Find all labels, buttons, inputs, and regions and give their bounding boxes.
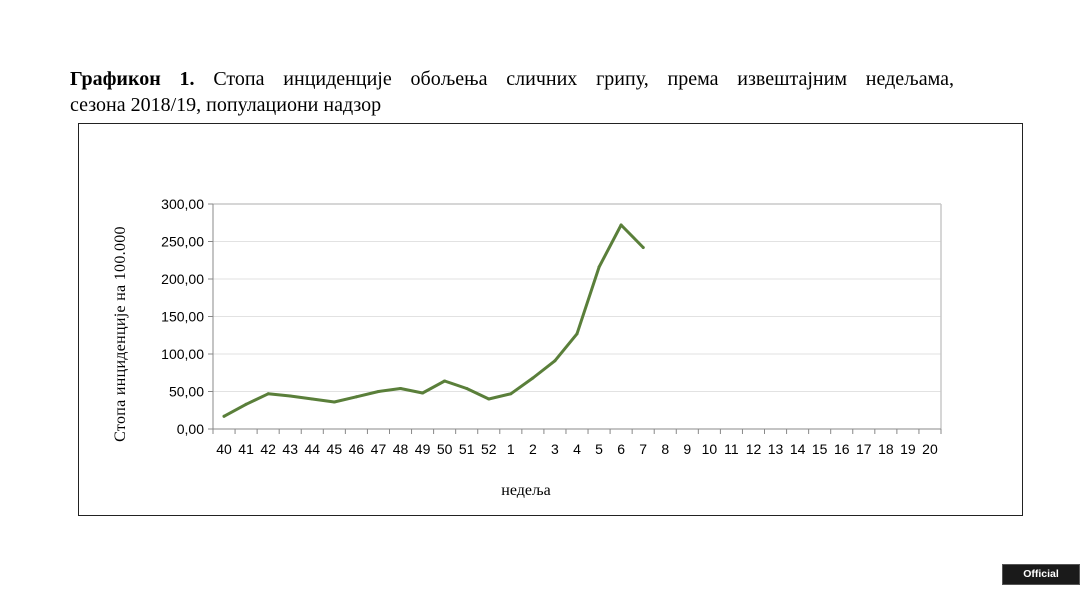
data-point [487,397,491,401]
data-point [553,359,557,363]
x-tick-label: 52 [481,441,497,457]
x-tick-label: 13 [768,441,784,457]
chart-frame [78,123,1023,516]
x-tick-label: 1 [507,441,515,457]
data-point [641,246,645,249]
y-tick-label: 150,00 [161,309,204,325]
data-point [244,402,248,406]
y-tick-label: 300,00 [161,196,204,212]
x-tick-label: 18 [878,441,894,457]
data-point [399,387,403,390]
x-tick-label: 2 [529,441,537,457]
y-tick-label: 0,00 [177,421,204,437]
x-tick-label: 46 [349,441,365,457]
x-tick-label: 3 [551,441,559,457]
series-line [222,223,645,418]
x-tick-label: 43 [282,441,298,457]
x-tick-label: 10 [702,441,718,457]
x-tick-label: 44 [304,441,320,457]
y-tick-label: 50,00 [169,384,204,400]
caption-line-1: Стопа инциденције обољења сличних грипу,… [213,68,954,90]
y-tick-label: 100,00 [161,346,204,362]
data-point [288,394,292,398]
official-website-badge[interactable]: Official website [1002,564,1080,599]
x-tick-label: 11 [724,441,739,457]
x-tick-label: 12 [746,441,762,457]
x-tick-label: 41 [238,441,254,457]
data-point [310,397,314,401]
x-tick-label: 14 [790,441,806,457]
x-tick-label: 47 [371,441,387,457]
x-tick-label: 50 [437,441,453,457]
data-point [354,395,358,399]
data-point [421,391,425,395]
x-tick-label: 49 [415,441,431,457]
data-point [332,400,336,404]
caption-line-2: сезона 2018/19, популациони надзор [70,94,382,116]
x-tick-label: 48 [393,441,409,457]
data-point [597,265,601,269]
x-tick-label: 42 [260,441,276,457]
data-point [619,223,623,227]
x-tick-label: 5 [595,441,603,457]
y-tick-label: 250,00 [161,234,204,250]
data-point [465,387,469,390]
data-point [266,392,270,396]
x-tick-label: 7 [639,441,647,457]
x-tick-label: 15 [812,441,828,457]
data-point [222,414,226,418]
y-tick-label: 200,00 [161,271,204,287]
data-point [376,390,380,393]
x-tick-label: 51 [459,441,475,457]
x-tick-label: 40 [216,441,232,457]
data-point [509,392,513,396]
data-point [531,376,535,380]
data-point [443,379,447,383]
figure-label: Графикон 1. [70,68,195,90]
x-tick-label: 8 [661,441,669,457]
x-axis-label: недеља [501,482,550,499]
y-axis-label: Стопа инциденције на 100.000 [112,226,129,442]
x-tick-label: 4 [573,441,581,457]
x-tick-label: 16 [834,441,850,457]
x-tick-label: 19 [900,441,916,457]
x-tick-label: 17 [856,441,872,457]
x-tick-label: 6 [617,441,625,457]
x-tick-label: 20 [922,441,938,457]
x-tick-label: 9 [683,441,691,457]
figure-caption: Графикон 1. Стопа инциденције обољења сл… [70,66,954,118]
data-point [575,332,579,336]
x-tick-label: 45 [327,441,343,457]
